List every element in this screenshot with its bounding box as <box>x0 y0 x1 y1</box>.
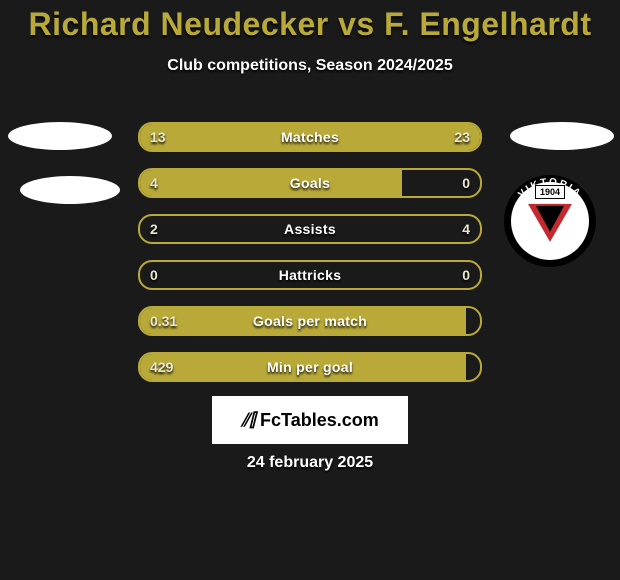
bar-row: 0.31 Goals per match <box>138 306 482 336</box>
bar-value-left: 0.31 <box>150 313 177 329</box>
brand-text: FcTables.com <box>260 410 379 431</box>
bar-value-right: 23 <box>454 129 470 145</box>
bar-label: Min per goal <box>267 359 353 375</box>
bar-row: 0 0 Hattricks <box>138 260 482 290</box>
bar-label: Goals <box>290 175 330 191</box>
bar-left-fill <box>140 170 402 196</box>
page-title: Richard Neudecker vs F. Engelhardt <box>0 0 620 43</box>
club-badge-year: 1904 <box>535 185 565 199</box>
comparison-chart: 13 23 Matches 4 0 Goals 2 4 Assists 0 0 Hattricks 0.… <box>138 122 482 398</box>
bar-value-left: 4 <box>150 175 158 191</box>
bar-label: Goals per match <box>253 313 367 329</box>
bar-row: 2 4 Assists <box>138 214 482 244</box>
player-left-logo-placeholder-1 <box>8 122 112 150</box>
club-badge: VIKTORIA KÖLN 1904 <box>504 175 596 267</box>
bar-row: 429 Min per goal <box>138 352 482 382</box>
subtitle: Club competitions, Season 2024/2025 <box>0 57 620 75</box>
bar-value-right: 4 <box>462 221 470 237</box>
bar-value-right: 0 <box>462 267 470 283</box>
club-badge-outer: VIKTORIA KÖLN 1904 <box>504 175 596 267</box>
bar-label: Assists <box>284 221 336 237</box>
bar-value-right: 0 <box>462 175 470 191</box>
club-badge-v-icon <box>528 204 572 242</box>
player-left-logo-placeholder-2 <box>20 176 120 204</box>
player-right-logo-placeholder <box>510 122 614 150</box>
bar-label: Hattricks <box>279 267 342 283</box>
bar-value-left: 13 <box>150 129 166 145</box>
date-label: 24 february 2025 <box>247 454 373 472</box>
brand-box: ⫽⫿ FcTables.com <box>212 396 408 444</box>
bar-label: Matches <box>281 129 339 145</box>
bar-row: 4 0 Goals <box>138 168 482 198</box>
bar-value-left: 0 <box>150 267 158 283</box>
bar-row: 13 23 Matches <box>138 122 482 152</box>
bar-value-left: 429 <box>150 359 173 375</box>
bar-value-left: 2 <box>150 221 158 237</box>
brand-chart-icon: ⫽⫿ <box>241 410 255 431</box>
